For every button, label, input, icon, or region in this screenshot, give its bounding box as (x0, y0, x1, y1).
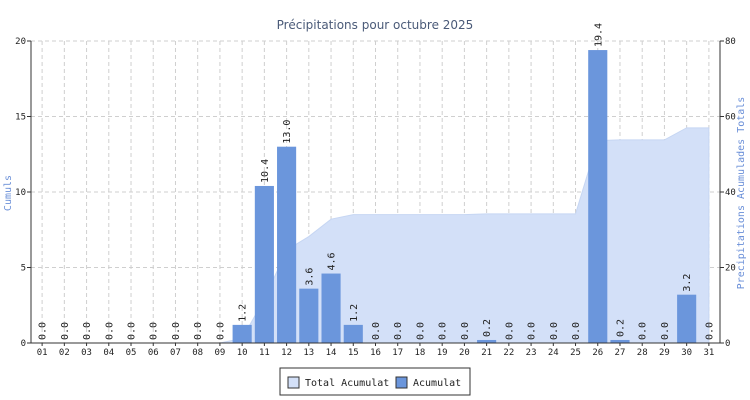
x-tick-label: 11 (259, 348, 270, 358)
y2-tick-label: 80 (725, 37, 736, 47)
bar-value-label: 10.4 (260, 159, 271, 183)
x-tick-label: 10 (237, 348, 248, 358)
bar-value-label: 0.0 (193, 322, 204, 340)
x-tick-label: 20 (459, 348, 470, 358)
bar-value-label: 0.0 (704, 322, 715, 340)
x-tick-label: 15 (348, 348, 359, 358)
bar-value-label: 0.0 (60, 322, 71, 340)
bar-value-label: 0.0 (38, 322, 49, 340)
y-tick-label: 20 (15, 37, 26, 47)
bar-value-label: 0.2 (482, 319, 493, 337)
legend-swatch-total (287, 376, 300, 389)
x-tick-label: 01 (37, 348, 48, 358)
bar-value-label: 19.4 (593, 23, 604, 47)
bar-value-label: 0.2 (615, 319, 626, 337)
bar-value-label: 0.0 (127, 322, 138, 340)
bar-value-label: 0.0 (393, 322, 404, 340)
x-tick-label: 19 (437, 348, 448, 358)
x-tick-label: 21 (481, 348, 492, 358)
bar-value-label: 0.0 (549, 322, 560, 340)
x-tick-label: 17 (392, 348, 403, 358)
bar-value-label: 4.6 (327, 252, 338, 270)
precip-bar (677, 294, 697, 343)
x-tick-label: 30 (681, 348, 692, 358)
y2-tick-label: 60 (725, 113, 736, 123)
x-tick-label: 27 (615, 348, 626, 358)
y2-tick-label: 0 (725, 339, 730, 349)
x-tick-label: 12 (281, 348, 292, 358)
precip-bar (254, 185, 274, 343)
legend-swatch-acumulat (395, 376, 408, 389)
x-tick-label: 16 (370, 348, 381, 358)
precip-bar (477, 339, 497, 343)
precip-bar (277, 146, 297, 343)
bar-value-label: 0.0 (438, 322, 449, 340)
y-axis-label: Cumuls (3, 175, 14, 211)
precip-bar (343, 324, 363, 343)
x-tick-label: 29 (659, 348, 670, 358)
bar-value-label: 0.0 (171, 322, 182, 340)
y-tick-label: 15 (15, 113, 26, 123)
y2-tick-label: 20 (725, 264, 736, 274)
bar-value-label: 0.0 (571, 322, 582, 340)
precip-bar (588, 50, 608, 344)
legend-frame (279, 367, 471, 396)
bar-value-label: 3.6 (304, 268, 315, 286)
x-tick-label: 18 (415, 348, 426, 358)
legend: Total Acumulat Acumulat (279, 367, 471, 396)
data-labels: 0.0 0.0 0.0 0.0 0.0 0.0 0.0 0.0 0.0 1.2 10.4 13.0 3.… (38, 23, 716, 340)
x-tick-label: 07 (170, 348, 181, 358)
bar-value-label: 3.2 (682, 274, 693, 292)
bar-value-label: 0.0 (638, 322, 649, 340)
x-tick-label: 05 (126, 348, 137, 358)
y-tick-label: 0 (21, 339, 26, 349)
x-tick-label: 26 (592, 348, 603, 358)
x-tick-label: 13 (303, 348, 314, 358)
bar-value-label: 13.0 (282, 120, 293, 144)
x-tick-label: 08 (192, 348, 203, 358)
x-tick-label: 25 (570, 348, 581, 358)
precip-bar (610, 339, 630, 343)
y2-axis-label: Precipitations Acumulades Totals (736, 97, 747, 290)
bar-layer (232, 50, 697, 344)
x-tick-label: 22 (503, 348, 514, 358)
bar-value-label: 0.0 (104, 322, 115, 340)
x-tick-label: 24 (548, 348, 559, 358)
bar-value-label: 0.0 (149, 322, 160, 340)
bar-value-label: 1.2 (349, 304, 360, 322)
x-tick-label: 06 (148, 348, 159, 358)
bar-value-label: 0.0 (660, 322, 671, 340)
y-tick-label: 5 (21, 264, 26, 274)
precip-bar (321, 273, 341, 343)
precip-bar (232, 324, 252, 343)
bar-value-label: 0.0 (504, 322, 515, 340)
bar-value-label: 0.0 (371, 322, 382, 340)
chart-title: Précipitations pour octubre 2025 (277, 18, 474, 32)
precip-bar (299, 288, 319, 343)
x-tick-label: 23 (526, 348, 537, 358)
bar-value-label: 0.0 (82, 322, 93, 340)
bar-value-label: 0.0 (460, 322, 471, 340)
x-tick-label: 02 (59, 348, 70, 358)
x-tick-label: 09 (214, 348, 225, 358)
y2-tick-label: 40 (725, 188, 736, 198)
bar-value-label: 1.2 (238, 304, 249, 322)
bar-value-label: 0.0 (215, 322, 226, 340)
x-tick-label: 28 (637, 348, 648, 358)
x-tick-label: 14 (326, 348, 337, 358)
legend-label-total: Total Acumulat (305, 378, 389, 389)
legend-label-acumulat: Acumulat (413, 378, 461, 389)
x-tick-label: 04 (103, 348, 114, 358)
y-tick-label: 10 (15, 188, 26, 198)
x-tick-label: 31 (703, 348, 714, 358)
bar-value-label: 0.0 (415, 322, 426, 340)
x-tick-label: 03 (81, 348, 92, 358)
bar-value-label: 0.0 (527, 322, 538, 340)
